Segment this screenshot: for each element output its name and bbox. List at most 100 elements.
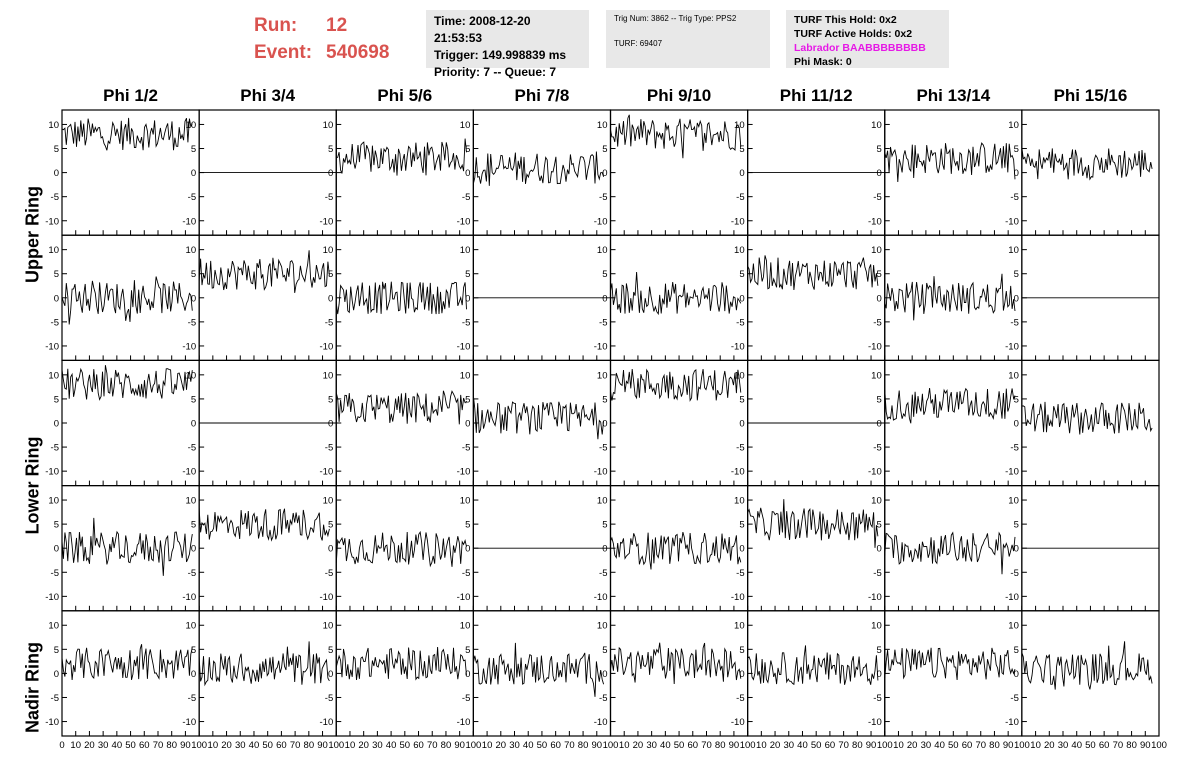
waveform-panel: -10 -5 0 5 10 [457, 109, 612, 236]
y-tick-label: 5 [876, 144, 881, 155]
x-tick-label: 30 [783, 740, 794, 751]
y-tick-label: -10 [457, 341, 471, 352]
x-tick-label: 20 [358, 740, 369, 751]
trig-num-text: Trig Num: 3862 -- Trig Type: PPS2 [614, 14, 737, 23]
y-tick-label: 10 [460, 120, 471, 131]
panel-frame [884, 359, 1023, 487]
waveform-trace [336, 138, 467, 176]
time-info-panel: Time: 2008-12-20 21:53:53 Trigger: 149.9… [426, 10, 589, 79]
x-tick-label: 80 [304, 740, 315, 751]
y-tick-label: 0 [1014, 419, 1019, 430]
waveform-trace [1021, 401, 1153, 435]
run-value: 12 [326, 15, 348, 36]
y-tick-label: -5 [188, 693, 196, 704]
y-tick-label: -10 [320, 216, 334, 227]
y-tick-label: -10 [731, 717, 745, 728]
x-tick-label: 80 [1126, 740, 1137, 751]
x-tick-label: 60 [1099, 740, 1110, 751]
panel-frame [335, 485, 474, 612]
waveform-panel: -10 -5 0 5 10 [1005, 109, 1160, 236]
y-tick-label: -5 [736, 693, 744, 704]
time-text: Time: 2008-12-20 21:53:53 [434, 14, 531, 45]
x-tick-label: 30 [98, 740, 109, 751]
y-tick-label: -5 [462, 192, 470, 203]
x-tick-label: 20 [1044, 740, 1055, 751]
x-tick-label: 20 [907, 740, 918, 751]
panel-frame [747, 610, 886, 737]
y-tick-label: -5 [873, 317, 881, 328]
y-tick-label: 10 [871, 370, 882, 381]
x-tick-label: 90 [591, 740, 602, 751]
y-tick-label: 10 [597, 621, 608, 632]
y-tick-label: 0 [465, 168, 470, 179]
y-tick-label: 0 [328, 293, 333, 304]
x-tick-label: 90 [180, 740, 191, 751]
x-tick-label: 50 [262, 740, 273, 751]
waveform-trace [884, 387, 1016, 424]
y-tick-label: -5 [1010, 568, 1018, 579]
y-tick-label: 5 [1014, 269, 1019, 280]
y-tick-label: 5 [465, 269, 470, 280]
y-tick-label: 0 [191, 544, 196, 555]
x-tick-label: 90 [729, 740, 740, 751]
x-tick-label: 60 [550, 740, 561, 751]
y-tick-label: 0 [739, 419, 744, 430]
y-tick-label: -5 [1010, 693, 1018, 704]
y-tick-label: 10 [460, 370, 471, 381]
waveform-trace [472, 642, 605, 697]
y-tick-label: 10 [323, 496, 334, 507]
y-tick-label: 10 [48, 621, 59, 632]
y-tick-label: -10 [1005, 341, 1019, 352]
y-tick-label: 5 [739, 144, 744, 155]
y-tick-label: 10 [871, 621, 882, 632]
y-tick-label: 5 [876, 269, 881, 280]
y-tick-label: -5 [599, 693, 607, 704]
waveform-panel: -10 -5 0 5 10 [868, 109, 1023, 236]
y-tick-label: 5 [465, 520, 470, 531]
waveform-trace [884, 647, 1016, 681]
waveform-panel: -10 -5 0 5 10 [182, 485, 337, 612]
y-tick-label: 0 [191, 419, 196, 430]
x-tick-label: 20 [770, 740, 781, 751]
x-tick-label: 60 [276, 740, 287, 751]
y-tick-label: 5 [602, 269, 607, 280]
y-tick-label: 5 [54, 645, 59, 656]
y-tick-label: -5 [462, 317, 470, 328]
waveform-panel: -10 -5 0 5 10 [45, 485, 200, 612]
priority-text: Priority: 7 -- Queue: 7 [434, 65, 557, 79]
y-tick-label: 0 [191, 669, 196, 680]
y-tick-label: -10 [1005, 592, 1019, 603]
y-tick-label: 5 [328, 394, 333, 405]
y-tick-label: 5 [54, 394, 59, 405]
y-tick-label: 0 [465, 669, 470, 680]
y-tick-label: -10 [182, 467, 196, 478]
x-tick-label: 10 [345, 740, 356, 751]
waveform-trace [335, 390, 467, 425]
x-tick-label: 10 [70, 740, 81, 751]
y-tick-label: -5 [736, 192, 744, 203]
y-tick-label: 5 [328, 645, 333, 656]
panel-frame [335, 234, 474, 361]
y-tick-label: -5 [462, 443, 470, 454]
waveform-panel: -10 -5 0 5 10 [594, 109, 749, 236]
run-label: Run: [254, 15, 298, 36]
y-tick-label: 5 [191, 269, 196, 280]
panel-frame [61, 109, 200, 236]
y-tick-label: 10 [48, 120, 59, 131]
y-tick-label: -10 [594, 341, 608, 352]
y-tick-label: 0 [191, 293, 196, 304]
waveform-trace [61, 644, 193, 681]
waveform-panel: -10 -5 0 5 10 [868, 485, 1023, 612]
x-tick-label: 70 [1113, 740, 1124, 751]
y-tick-label: 5 [876, 645, 881, 656]
y-tick-label: -10 [594, 467, 608, 478]
waveform-trace [610, 642, 742, 685]
x-tick-label: 60 [687, 740, 698, 751]
column-header: Phi 7/8 [514, 86, 570, 105]
panel-frame [884, 109, 1023, 236]
y-tick-label: 10 [734, 370, 745, 381]
y-tick-label: 10 [48, 496, 59, 507]
waveform-trace [335, 530, 467, 568]
x-tick-label: 10 [208, 740, 219, 751]
waveform-panel: -10 -5 0 5 10 [1005, 234, 1160, 361]
